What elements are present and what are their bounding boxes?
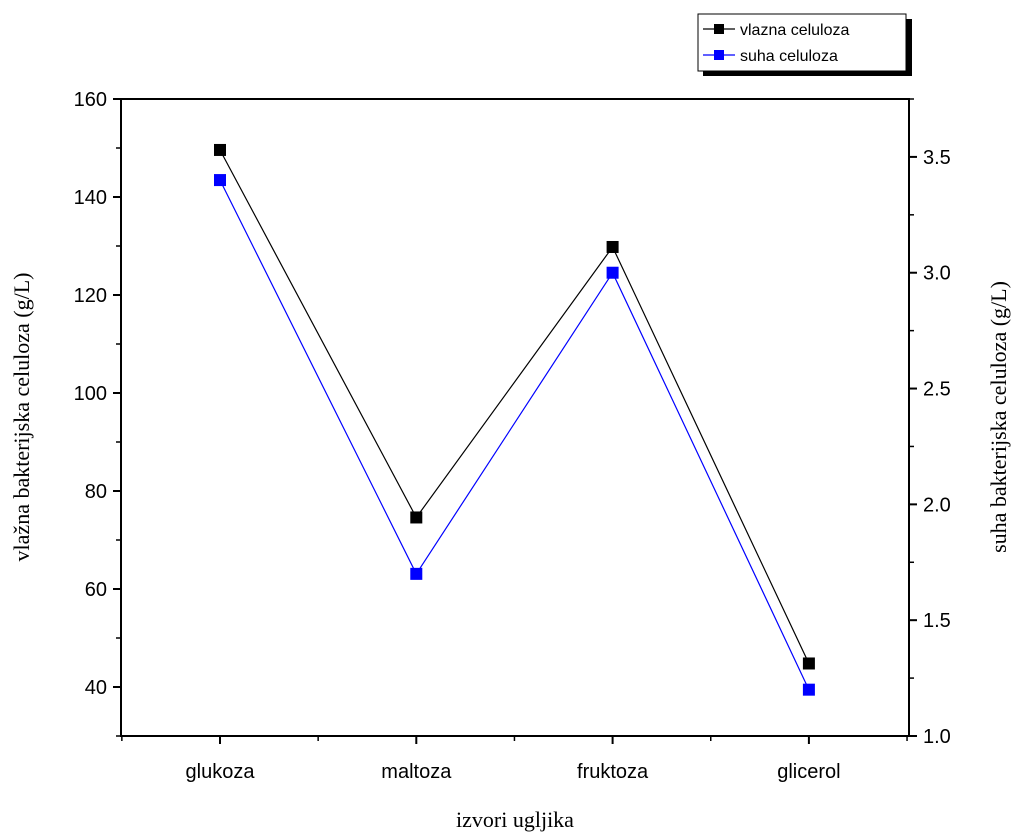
y-left-tick-label: 60 [85,579,107,601]
y-right-tick-label: 2.0 [923,494,951,516]
y-left-tick-label: 120 [74,285,107,307]
data-point-vlazna-celuloza [410,511,423,524]
y-right-tick-label: 1.5 [923,610,951,632]
y-right-tick-label: 1.0 [923,726,951,748]
legend-marker-suha [714,50,724,60]
series-line-suha-celuloza [219,179,810,690]
y-right-tick-label: 2.5 [923,379,951,401]
y-left-tick-label: 100 [74,383,107,405]
legend-label-suha: suha celuloza [740,48,838,65]
legend-marker-vlazna [714,24,724,34]
y-axis-title-left: vlažna bakterijska celuloza (g/L) [9,273,34,562]
x-tick-label: glicerol [777,761,840,783]
data-point-vlazna-celuloza [606,240,619,253]
x-tick-label: maltoza [381,761,452,783]
y-right-tick-label: 3.5 [923,147,951,169]
y-axis-title-right: suha bakterijska celuloza (g/L) [986,281,1011,553]
data-point-suha-celuloza [214,174,226,187]
x-axis-title: izvori ugljika [456,807,574,832]
data-point-suha-celuloza [802,683,815,696]
data-point-vlazna-celuloza [802,657,815,670]
x-tick-label: glukoza [186,761,256,783]
x-tick-label: fruktoza [577,761,649,783]
legend-label-vlazna: vlazna celuloza [740,22,850,39]
y-left-tick-label: 160 [74,89,107,111]
series-layer [214,143,815,696]
y-right-tick-label: 3.0 [923,263,951,285]
legend: vlazna celuloza suha celuloza [697,13,912,76]
data-point-suha-celuloza [410,567,423,580]
y-left-tick-label: 40 [85,677,107,699]
y-left-tick-label: 140 [74,187,107,209]
legend-box [697,13,907,72]
plot-frame [120,98,910,737]
data-point-suha-celuloza [606,266,619,279]
series-line-vlazna-celuloza [219,149,810,664]
data-point-vlazna-celuloza [214,143,226,156]
ticks-layer: 40 60 80 100 120 140 160 1.0 1.5 2.0 2.5 3.0 3.5 gluk… [74,89,951,783]
y-left-tick-label: 80 [85,481,107,503]
